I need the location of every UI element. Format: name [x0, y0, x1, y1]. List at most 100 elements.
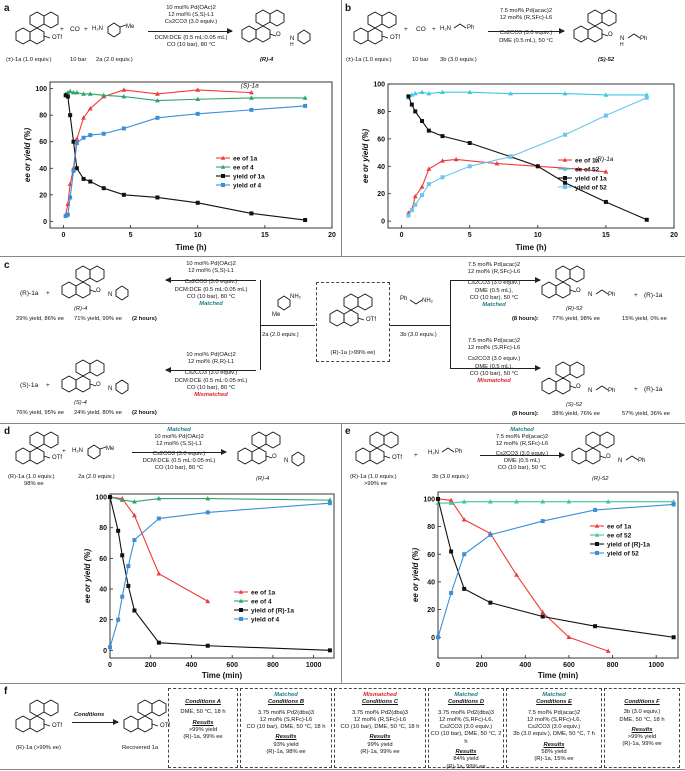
legend-marker	[562, 157, 568, 162]
plus-sign: +	[46, 290, 50, 297]
condition-line: 12 mol% (S,S)-L1	[156, 441, 202, 448]
series-line	[437, 498, 609, 652]
data-point	[644, 95, 649, 100]
data-point	[101, 186, 106, 191]
center-substrate-label: (R)-1a (>99% ee)	[330, 350, 376, 356]
legend-label: yield of (R)-1a	[251, 608, 294, 615]
panel-label: e	[345, 426, 351, 437]
separator	[0, 683, 685, 684]
legend-label: yield of 1a	[233, 174, 265, 181]
data-point	[132, 608, 137, 613]
condition-line: DCM:DCE (0.5 mL:0.05 mL)	[174, 286, 248, 293]
y-tick-label: 100	[423, 496, 435, 503]
svg-text:N: N	[620, 36, 624, 42]
x-tick-label: 800	[267, 662, 279, 669]
separator	[0, 423, 685, 424]
condition-line: 10 mol% Pd(OAc)2	[166, 5, 216, 11]
data-point	[68, 113, 73, 118]
condition-line: 12 mol% (R,SFc)-L6	[467, 269, 521, 276]
data-point	[413, 202, 418, 207]
x-tick-label: 0	[436, 662, 440, 669]
y-tick-label: 60	[377, 136, 385, 143]
y-tick-label: 40	[99, 587, 107, 594]
legend-label: ee of 4	[251, 599, 272, 606]
data-point	[419, 184, 425, 189]
box-result: (R)-1a, 99% ee	[183, 734, 223, 741]
data-point	[132, 512, 137, 518]
data-point	[413, 109, 418, 114]
reaction-arrow	[488, 28, 565, 34]
data-point	[566, 634, 572, 640]
condition-line: 12 mol% (S,RFc)-L6	[467, 345, 521, 352]
box-condition: DME, 50 °C, 18 h	[180, 709, 226, 716]
data-point	[156, 516, 161, 521]
data-point	[65, 94, 70, 99]
data-point	[563, 132, 568, 137]
data-point	[81, 135, 86, 140]
plus-sign: +	[60, 26, 64, 33]
y-tick-label: 40	[377, 164, 385, 171]
condition-line: Cs2CO3 (3.0 equiv.)	[184, 370, 238, 377]
box-title: Conditions F	[624, 699, 660, 705]
plus-sign: +	[634, 386, 638, 393]
product-structure: O N Ph	[541, 361, 615, 395]
legend-label: ee of 1a	[575, 158, 600, 165]
box-result: 93% yield	[273, 741, 299, 748]
legend-marker	[595, 542, 599, 546]
condition-line: Cs2CO3 (3.0 equiv.)	[467, 280, 521, 287]
reaction-arrow	[166, 280, 256, 281]
box-tag: Mismatched	[363, 692, 397, 698]
legend-label: yield of 4	[233, 183, 262, 190]
reaction-arrow	[166, 370, 256, 371]
data-point	[449, 549, 454, 554]
x-tick-label: 20	[328, 232, 336, 239]
condition-line: DCM:DCE (0.5 mL:0.05 mL)	[142, 457, 216, 464]
reaction-arrow	[132, 449, 227, 455]
data-point	[67, 88, 73, 94]
x-tick-label: 5	[468, 232, 472, 239]
amine-structure: Ph NH₂	[400, 296, 434, 305]
data-point	[576, 166, 582, 171]
data-point	[121, 87, 127, 92]
data-point	[508, 91, 513, 96]
data-point	[467, 89, 473, 95]
data-point	[108, 495, 112, 500]
legend-marker	[595, 551, 599, 555]
box-tag: Matched	[542, 692, 566, 698]
substrate-label: (±)-1a (1.0 equiv.)	[346, 57, 392, 63]
data-point	[412, 193, 418, 199]
box-condition: 3.75 mol% Pd2(dba)3	[437, 709, 495, 716]
legend-marker	[239, 608, 243, 612]
data-point	[68, 195, 73, 200]
svg-text:Ph: Ph	[455, 449, 462, 455]
series-line	[438, 501, 674, 504]
plus-sign: +	[432, 26, 436, 33]
box-condition: 3.75 mol% Pd2(dba)3	[351, 709, 409, 716]
svg-text:O: O	[576, 384, 581, 390]
data-point	[327, 497, 333, 502]
matched-tag: Matched	[482, 302, 506, 309]
svg-text:OTf: OTf	[366, 317, 376, 323]
data-point	[644, 92, 650, 97]
data-point	[494, 160, 500, 166]
condition-line: Cs2CO3 (3.0 equiv.)	[467, 356, 521, 363]
data-point	[540, 614, 545, 619]
x-tick-label: 0	[400, 232, 404, 239]
y-tick-label: 80	[427, 524, 435, 531]
chart-a: 0 5 10 15 20 0 20 40 60 80 100 Time (h) ee or yield …	[23, 81, 336, 252]
legend-marker	[563, 185, 567, 189]
data-point	[671, 502, 676, 507]
data-point	[71, 90, 76, 95]
data-point	[566, 499, 572, 504]
amine-label: 3b (3.0 equiv.)	[440, 57, 477, 63]
y-tick-label: 100	[35, 86, 47, 93]
svg-text:OTf: OTf	[52, 35, 62, 41]
data-point	[132, 537, 137, 542]
data-point	[88, 133, 93, 138]
x-tick-label: 400	[186, 662, 198, 669]
svg-text:Ph: Ph	[638, 458, 645, 464]
data-point	[453, 156, 459, 162]
product-structure: O N Ph	[571, 431, 645, 465]
y-tick-label: 20	[39, 192, 47, 199]
product-yield: 38% yield, 76% ee	[552, 411, 601, 417]
